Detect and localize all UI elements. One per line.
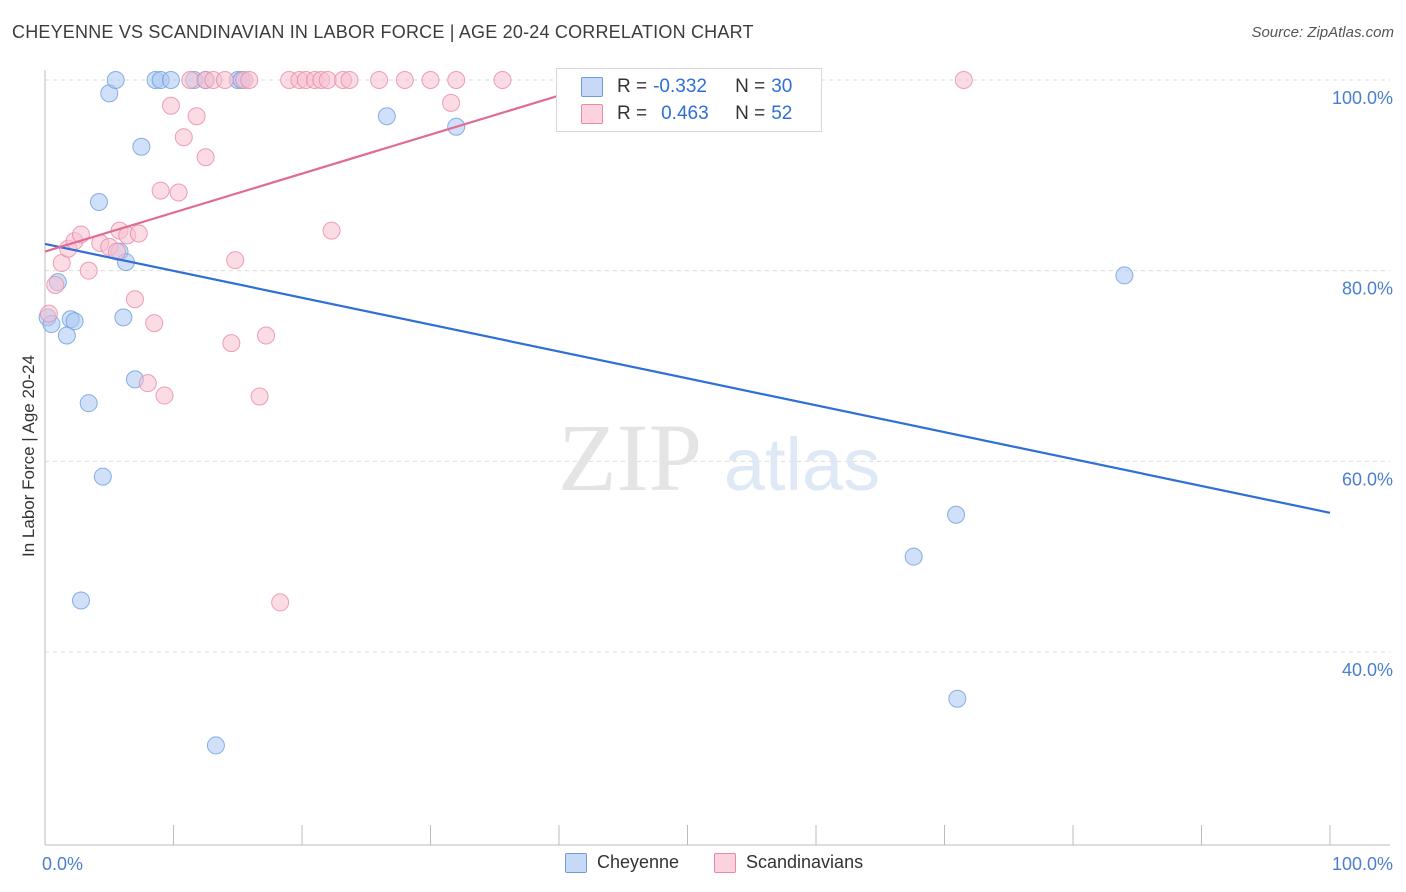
data-point-scandinavians[interactable] xyxy=(145,314,164,333)
data-point-scandinavians[interactable] xyxy=(257,326,276,345)
data-point-scandinavians[interactable] xyxy=(174,128,193,147)
legend-r-label: R = xyxy=(617,103,648,124)
data-point-scandinavians[interactable] xyxy=(240,71,259,89)
data-point-scandinavians[interactable] xyxy=(215,71,234,89)
y-tick-label: 80.0% xyxy=(1342,279,1393,299)
data-point-scandinavians[interactable] xyxy=(79,261,98,280)
stats-legend: R = -0.332 N = 30 R = 0.463 N = 52 xyxy=(556,68,822,132)
legend-n-label: N = xyxy=(735,103,766,124)
legend-label-scandinavians: Scandinavians xyxy=(746,852,864,872)
data-point-cheyenne[interactable] xyxy=(93,467,112,486)
legend-row-cheyenne: R = -0.332 N = 30 xyxy=(581,75,792,99)
data-point-cheyenne[interactable] xyxy=(89,193,108,212)
data-point-cheyenne[interactable] xyxy=(106,71,125,89)
data-point-cheyenne[interactable] xyxy=(947,505,966,524)
grid-lines xyxy=(45,79,1390,653)
data-point-scandinavians[interactable] xyxy=(447,71,466,89)
chart-title: CHEYENNE VS SCANDINAVIAN IN LABOR FORCE … xyxy=(12,22,754,42)
legend-swatch-cheyenne xyxy=(565,852,587,873)
legend-swatch-cheyenne xyxy=(581,77,603,97)
series-legend: Cheyenne Scandinavians xyxy=(0,852,1406,878)
series-layer xyxy=(38,71,1134,755)
series-scandinavians xyxy=(39,71,973,612)
y-tick-label: 100.0% xyxy=(1332,88,1393,108)
legend-n-value: 52 xyxy=(771,103,793,124)
data-point-scandinavians[interactable] xyxy=(187,107,206,126)
y-axis-title: In Labor Force | Age 20-24 xyxy=(19,355,38,557)
data-point-cheyenne[interactable] xyxy=(114,308,133,327)
data-point-scandinavians[interactable] xyxy=(129,224,148,243)
data-point-scandinavians[interactable] xyxy=(954,71,973,89)
data-point-scandinavians[interactable] xyxy=(318,71,337,89)
data-point-scandinavians[interactable] xyxy=(125,290,144,309)
axis-labels: 100.0% 80.0% 60.0% 40.0% 0.0% 100.0% xyxy=(42,88,1393,874)
data-point-scandinavians[interactable] xyxy=(322,221,341,240)
x-tick-label: 100.0% xyxy=(1332,854,1393,874)
watermark-atlas: atlas xyxy=(724,423,880,506)
data-point-scandinavians[interactable] xyxy=(340,71,359,89)
data-point-scandinavians[interactable] xyxy=(46,275,65,294)
data-point-cheyenne[interactable] xyxy=(65,312,84,331)
data-point-scandinavians[interactable] xyxy=(421,71,440,89)
legend-swatch-scandinavians xyxy=(714,852,736,873)
data-point-scandinavians[interactable] xyxy=(222,334,241,353)
legend-item-cheyenne[interactable]: Cheyenne xyxy=(565,852,679,873)
data-point-scandinavians[interactable] xyxy=(161,96,180,115)
legend-r-value: -0.332 xyxy=(653,76,707,97)
data-point-cheyenne[interactable] xyxy=(948,689,967,708)
data-point-scandinavians[interactable] xyxy=(271,593,290,612)
data-point-cheyenne[interactable] xyxy=(71,591,90,610)
data-point-scandinavians[interactable] xyxy=(370,71,389,89)
data-point-cheyenne[interactable] xyxy=(79,394,98,413)
data-point-scandinavians[interactable] xyxy=(250,387,269,406)
legend-label-cheyenne: Cheyenne xyxy=(597,852,680,872)
legend-row-scandinavians: R = 0.463 N = 52 xyxy=(581,102,792,126)
data-point-scandinavians[interactable] xyxy=(155,386,174,405)
chart-source: Source: ZipAtlas.com xyxy=(1251,24,1394,41)
data-point-scandinavians[interactable] xyxy=(181,71,200,89)
x-tick-label: 0.0% xyxy=(42,854,83,874)
y-tick-label: 60.0% xyxy=(1342,469,1393,489)
legend-n-label: N = xyxy=(735,76,766,97)
axes xyxy=(44,70,1390,846)
data-point-cheyenne[interactable] xyxy=(904,547,923,566)
data-point-scandinavians[interactable] xyxy=(138,374,157,393)
data-point-scandinavians[interactable] xyxy=(169,183,188,202)
legend-item-scandinavians[interactable]: Scandinavians xyxy=(714,852,863,873)
watermark-zip: ZIP xyxy=(558,404,702,511)
legend-swatch-scandinavians xyxy=(581,104,603,124)
trend-line-cheyenne xyxy=(44,242,1331,514)
data-point-scandinavians[interactable] xyxy=(196,148,215,167)
data-point-cheyenne[interactable] xyxy=(206,736,225,755)
legend-n-value: 30 xyxy=(771,76,793,97)
data-point-cheyenne[interactable] xyxy=(1115,266,1134,285)
data-point-scandinavians[interactable] xyxy=(39,304,58,323)
legend-r-value: 0.463 xyxy=(661,103,709,124)
data-point-scandinavians[interactable] xyxy=(395,71,414,89)
trend-layer xyxy=(44,78,1331,514)
data-point-scandinavians[interactable] xyxy=(442,93,461,112)
trend-line-scandinavians xyxy=(44,78,611,253)
legend-r-label: R = xyxy=(617,76,648,97)
data-point-scandinavians[interactable] xyxy=(493,71,512,89)
y-tick-label: 40.0% xyxy=(1342,660,1393,680)
data-point-cheyenne[interactable] xyxy=(161,71,180,89)
data-point-scandinavians[interactable] xyxy=(151,181,170,200)
watermark: ZIP atlas xyxy=(558,404,880,511)
data-point-cheyenne[interactable] xyxy=(132,137,151,156)
data-point-scandinavians[interactable] xyxy=(226,251,245,270)
data-point-cheyenne[interactable] xyxy=(377,107,396,126)
